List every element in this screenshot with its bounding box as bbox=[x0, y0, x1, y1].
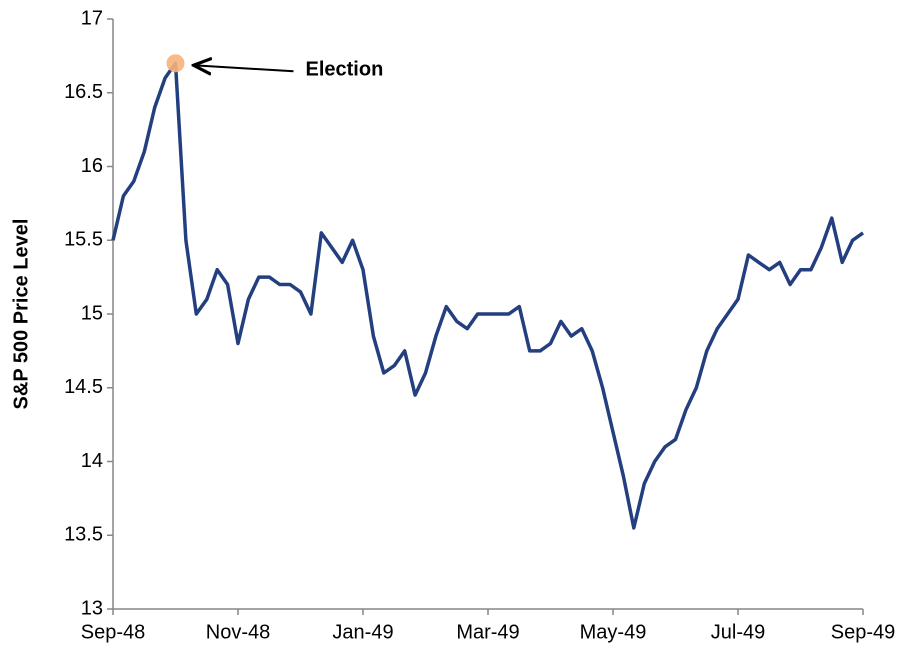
y-tick-label: 16.5 bbox=[64, 81, 103, 103]
x-tick-label: Sep-49 bbox=[831, 621, 896, 643]
x-tick-label: May-49 bbox=[580, 621, 647, 643]
x-tick-label: Jul-49 bbox=[711, 621, 765, 643]
y-tick-label: 14.5 bbox=[64, 376, 103, 398]
x-tick-label: Jan-49 bbox=[332, 621, 393, 643]
annotation-arrow bbox=[194, 65, 294, 71]
y-tick-label: 16 bbox=[81, 155, 103, 177]
x-tick-label: Nov-48 bbox=[206, 621, 270, 643]
highlight-point bbox=[166, 54, 185, 73]
y-tick-label: 13 bbox=[81, 597, 103, 619]
x-tick-label: Sep-48 bbox=[81, 621, 146, 643]
x-tick-label: Mar-49 bbox=[456, 621, 519, 643]
y-tick-label: 14 bbox=[81, 450, 103, 472]
line-series bbox=[111, 61, 865, 530]
y-tick-label: 15 bbox=[81, 302, 103, 324]
y-axis-label: S&P 500 Price Level bbox=[10, 219, 32, 410]
annotation-label: Election bbox=[306, 59, 384, 81]
y-tick-label: 17 bbox=[81, 7, 103, 29]
y-tick-label: 13.5 bbox=[64, 524, 103, 546]
y-tick-label: 15.5 bbox=[64, 229, 103, 251]
